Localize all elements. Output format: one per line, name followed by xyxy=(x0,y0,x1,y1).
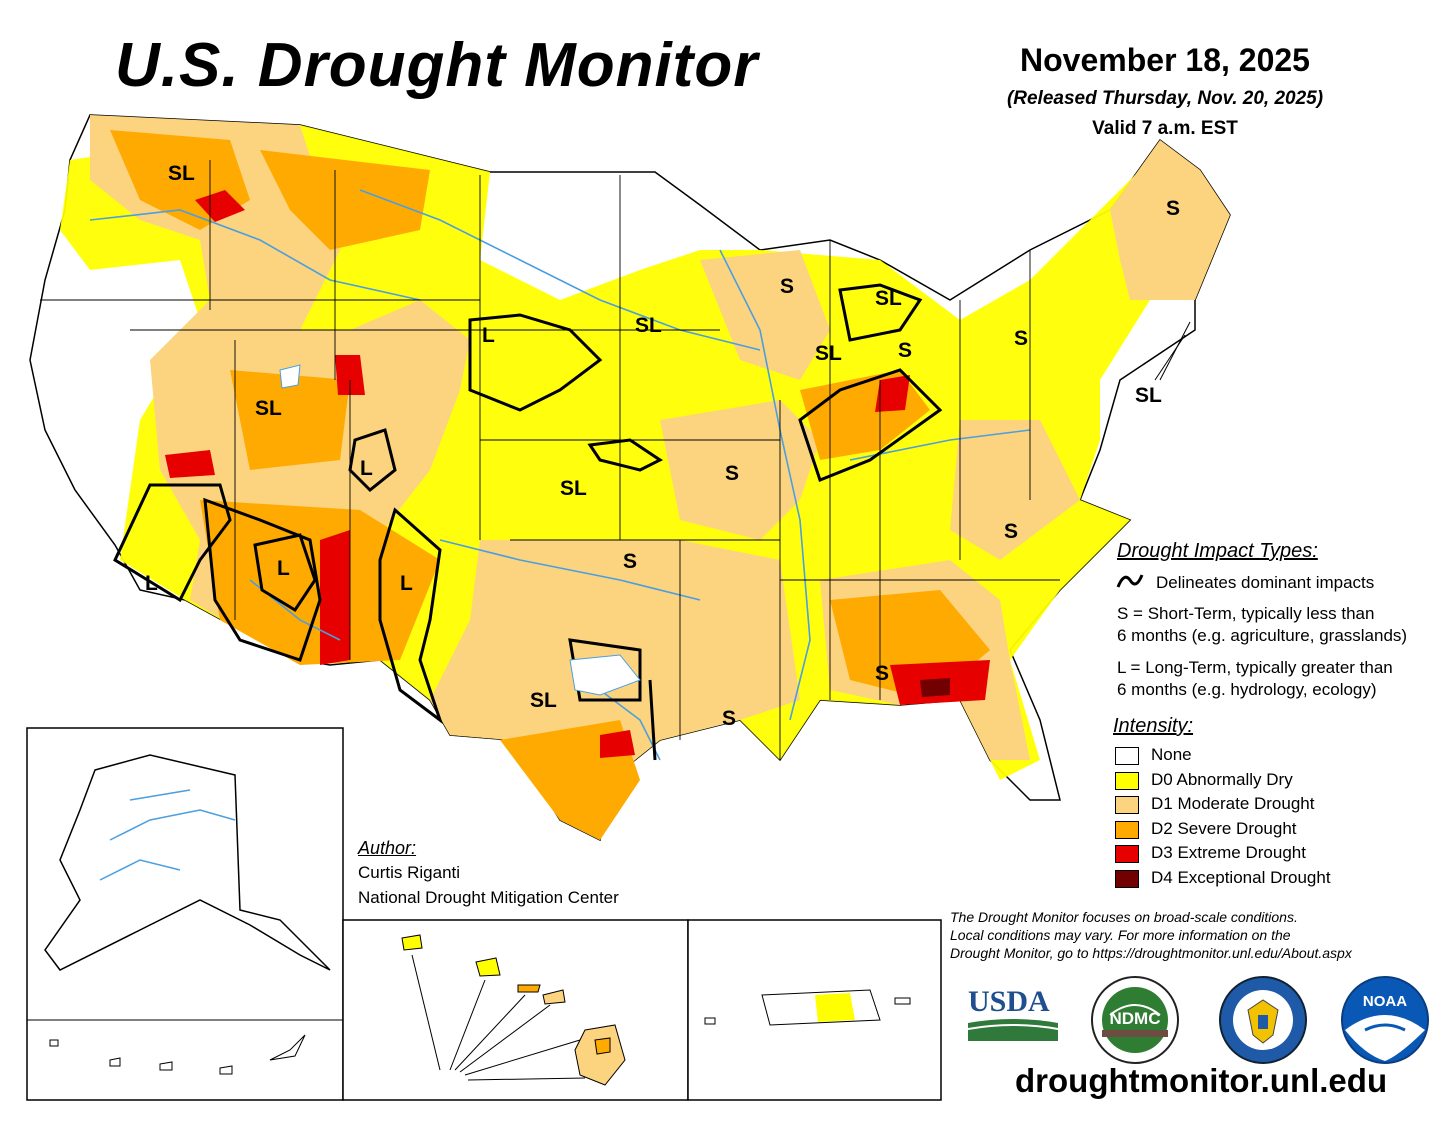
ndmc-logo: NDMC xyxy=(1090,975,1180,1065)
d3-region-nevada xyxy=(165,450,215,478)
map-label: SL xyxy=(1135,384,1162,407)
hawaii-inset-frame xyxy=(342,919,689,1101)
map-label: SL xyxy=(635,314,662,337)
d3-region-arizona xyxy=(320,530,350,665)
map-label: S xyxy=(623,550,637,573)
ndmc-seal-icon xyxy=(1091,976,1179,1064)
d3-region-wyoming xyxy=(335,355,365,395)
swatch-d1 xyxy=(1115,796,1139,814)
short-term-line2: 6 months (e.g. agriculture, grasslands) xyxy=(1117,626,1408,645)
map-label: S xyxy=(898,339,912,362)
d1-region-mid-atlantic xyxy=(950,420,1080,560)
map-label: S xyxy=(780,275,794,298)
usda-logo: USDA xyxy=(967,985,1059,1045)
website-link[interactable]: droughtmonitor.unl.edu xyxy=(1015,1062,1388,1099)
map-label: S xyxy=(722,707,736,730)
legend-label-d4: D4 Exceptional Drought xyxy=(1151,868,1331,887)
noaa-bird-icon xyxy=(1341,976,1429,1064)
map-label: S xyxy=(1004,520,1018,543)
author-organization: National Drought Mitigation Center xyxy=(358,888,619,907)
d1-region-central xyxy=(430,540,800,840)
impact-lines xyxy=(113,283,943,761)
legend-label-d2: D2 Severe Drought xyxy=(1151,819,1297,838)
sl-pointer xyxy=(1154,334,1186,381)
d3-region-idaho xyxy=(195,190,245,222)
legend-label-none: None xyxy=(1151,745,1192,764)
long-term-line1: L = Long-Term, typically greater than xyxy=(1117,658,1393,677)
map-label: S xyxy=(725,462,739,485)
release-date: (Released Thursday, Nov. 20, 2025) xyxy=(1006,88,1324,109)
swatch-d2 xyxy=(1115,821,1139,839)
map-label: SL xyxy=(560,477,587,500)
d3-region-ohio xyxy=(875,375,910,412)
map-date: November 18, 2025 xyxy=(1020,42,1310,78)
d1-region-great-lakes xyxy=(700,250,830,380)
map-label: L xyxy=(482,324,495,347)
legend-label-d1: D1 Moderate Drought xyxy=(1151,794,1315,813)
map-label: L xyxy=(277,557,290,580)
d4-region-georgia xyxy=(920,678,950,697)
lakes xyxy=(279,364,641,696)
delineation-symbol-icon xyxy=(1116,574,1144,588)
delineates-label: Delineates dominant impacts xyxy=(1156,573,1375,592)
swatch-none xyxy=(1115,747,1139,765)
commerce-seal-logo xyxy=(1218,975,1308,1065)
author-heading: Author: xyxy=(358,838,417,858)
disclaimer: The Drought Monitor focuses on broad-sca… xyxy=(950,908,1420,962)
map-label: S xyxy=(1014,327,1028,350)
sl-pointer xyxy=(1159,321,1191,381)
valid-time: Valid 7 a.m. EST xyxy=(1092,118,1238,139)
map-label: SL xyxy=(255,397,282,420)
d3-region-texas xyxy=(600,730,635,758)
disclaimer-line1: The Drought Monitor focuses on broad-sca… xyxy=(950,909,1298,925)
swatch-d3 xyxy=(1115,845,1139,863)
map-label: S xyxy=(875,662,889,685)
noaa-logo: NOAA xyxy=(1340,975,1430,1065)
d2-region-utah xyxy=(230,370,350,470)
alaska-rivers xyxy=(99,789,236,881)
intensity-heading: Intensity: xyxy=(1113,715,1194,737)
swatch-d4 xyxy=(1115,870,1139,888)
hawaii-pointers xyxy=(411,954,586,1081)
map-label: S xyxy=(1166,197,1180,220)
impact-types-heading: Drought Impact Types: xyxy=(1117,540,1318,562)
puerto-rico-d0 xyxy=(815,993,855,1022)
map-title: U.S. Drought Monitor xyxy=(115,31,759,100)
map-label: SL xyxy=(815,342,842,365)
map-label: L xyxy=(400,572,413,595)
author-name: Curtis Riganti xyxy=(358,863,461,882)
map-label: L xyxy=(145,572,158,595)
map-label: SL xyxy=(168,162,195,185)
d2-region-montana xyxy=(260,150,430,250)
disclaimer-line3: Drought Monitor, go to https://droughtmo… xyxy=(950,945,1352,961)
usda-field-icon xyxy=(967,1019,1059,1041)
alaska-outline xyxy=(44,754,331,971)
disclaimer-line2: Local conditions may vary. For more info… xyxy=(950,927,1291,943)
eagle-seal-icon xyxy=(1219,976,1307,1064)
aleutian-islands xyxy=(49,1034,306,1075)
short-term-line1: S = Short-Term, typically less than xyxy=(1117,604,1375,623)
long-term-line2: 6 months (e.g. hydrology, ecology) xyxy=(1117,680,1377,699)
map-label: L xyxy=(360,457,373,480)
hawaii-islands xyxy=(401,934,626,1086)
map-label: SL xyxy=(530,689,557,712)
legend-label-d0: D0 Abnormally Dry xyxy=(1151,770,1293,789)
swatch-d0 xyxy=(1115,772,1139,790)
map-label: SL xyxy=(875,287,902,310)
legend-label-d3: D3 Extreme Drought xyxy=(1151,843,1306,862)
d1-region-northeast xyxy=(1110,140,1230,300)
